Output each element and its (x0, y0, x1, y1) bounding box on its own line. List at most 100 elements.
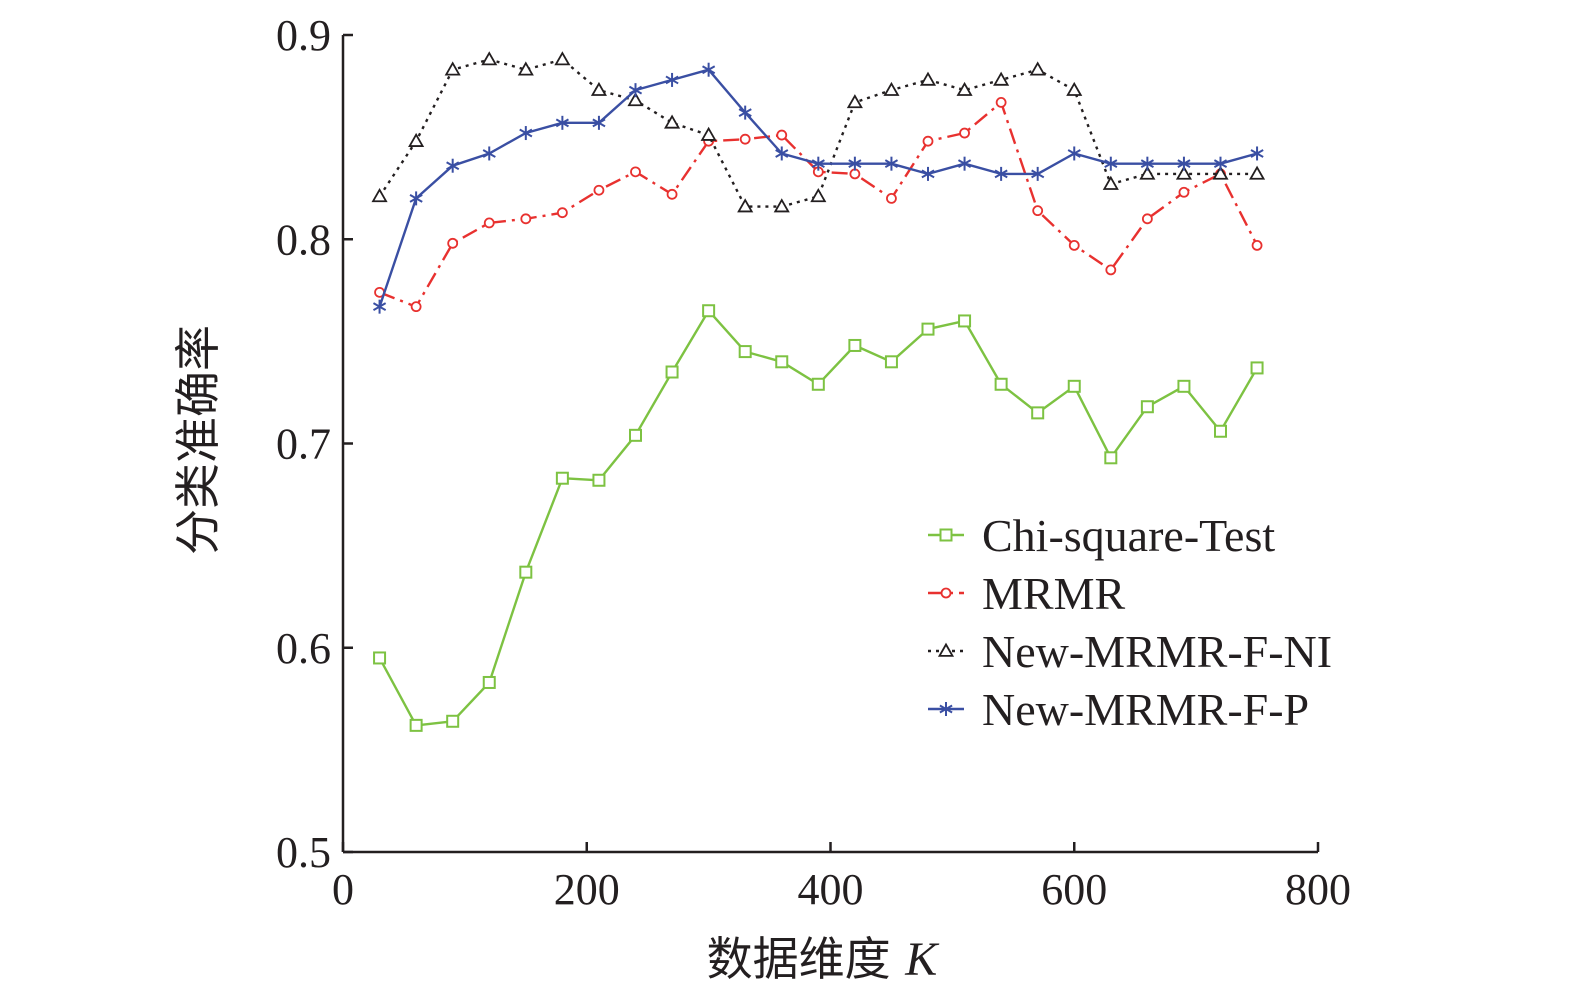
new-mrmr-f-p-marker-stroke (957, 159, 972, 169)
new-mrmr-f-p-marker-stroke (1067, 149, 1081, 158)
legend-label: MRMR (982, 568, 1125, 619)
series-chi-square-test (373, 304, 1264, 732)
new-mrmr-f-p-marker (519, 126, 533, 141)
new-mrmr-f-ni-marker (627, 92, 644, 107)
new-mrmr-f-ni-marker (590, 81, 607, 96)
new-mrmr-f-p-marker (1067, 146, 1081, 161)
mrmr-marker (739, 133, 751, 145)
new-mrmr-f-p-marker-stroke (519, 128, 533, 138)
new-mrmr-f-ni-marker (846, 94, 863, 109)
y-tick-label: 0.6 (276, 624, 331, 673)
new-mrmr-f-p-marker-stroke (884, 159, 899, 169)
chi-square-test-marker (884, 355, 898, 369)
new-mrmr-f-ni-marker (664, 114, 681, 129)
mrmr-marker (1178, 186, 1190, 198)
legend-item-chi-square-test: Chi-square-Test (928, 510, 1275, 561)
legend-label: New-MRMR-F-NI (982, 626, 1332, 677)
legend-mrmr-marker (940, 587, 952, 599)
y-tick-label: 0.7 (276, 420, 331, 469)
mrmr-marker (959, 127, 970, 139)
chi-square-test-marker (555, 471, 569, 485)
legend-item-new-mrmr-f-p: New-MRMR-F-P (928, 684, 1309, 735)
new-mrmr-f-p-marker-stroke (482, 149, 496, 158)
chi-square-test-marker (775, 355, 789, 369)
new-mrmr-f-p-marker-stroke (1104, 159, 1118, 169)
chi-square-test-marker (1104, 451, 1118, 465)
new-mrmr-f-p-marker-stroke (1031, 169, 1045, 179)
x-tick-label: 0 (332, 865, 354, 914)
series-layer (371, 51, 1266, 732)
new-mrmr-f-p-marker (446, 158, 460, 173)
new-mrmr-f-p-marker (1031, 166, 1045, 181)
x-tick-label: 600 (1041, 865, 1107, 914)
new-mrmr-f-p-marker (1250, 146, 1264, 161)
mrmr-marker (1105, 264, 1117, 276)
new-mrmr-f-ni-marker (737, 198, 754, 213)
new-mrmr-f-ni-marker (1066, 81, 1083, 96)
chi-square-test-marker (1177, 379, 1191, 393)
new-mrmr-f-p-marker-stroke (409, 194, 423, 203)
chi-square-test-marker (738, 345, 752, 359)
new-mrmr-f-p-marker (994, 166, 1008, 181)
chi-square-test-marker (446, 714, 460, 728)
new-mrmr-f-p-marker-stroke (811, 159, 825, 169)
chi-square-test-marker (921, 322, 935, 336)
new-mrmr-f-p-marker-stroke (921, 169, 935, 179)
new-mrmr-f-ni-line (378, 58, 1258, 208)
new-mrmr-f-ni-marker (1175, 165, 1192, 180)
x-axis-title-variable: K (904, 933, 940, 986)
new-mrmr-f-ni-marker (883, 81, 900, 96)
new-mrmr-f-p-marker (884, 156, 899, 171)
new-mrmr-f-p-marker-stroke (372, 302, 387, 312)
new-mrmr-f-ni-marker (554, 51, 571, 66)
new-mrmr-f-p-marker-stroke (446, 161, 460, 171)
new-mrmr-f-p-marker (811, 156, 825, 171)
mrmr-marker (666, 188, 678, 200)
chi-square-test-marker (373, 651, 387, 665)
new-mrmr-f-ni-marker (408, 132, 425, 147)
mrmr-marker (410, 301, 422, 313)
legend-item-mrmr: MRMR (928, 568, 1125, 619)
x-tick-label: 200 (554, 865, 620, 914)
mrmr-marker (776, 129, 788, 141)
chi-square-test-marker (409, 718, 423, 732)
mrmr-marker (1032, 205, 1044, 217)
new-mrmr-f-ni-marker (810, 188, 827, 203)
series-mrmr (374, 97, 1263, 313)
new-mrmr-f-ni-marker (1139, 165, 1156, 180)
mrmr-marker (1068, 239, 1080, 251)
chi-square-test-marker (1250, 361, 1264, 375)
new-mrmr-f-ni-marker (700, 126, 717, 141)
new-mrmr-f-p-marker-stroke (592, 118, 606, 128)
mrmr-line (379, 101, 1259, 308)
new-mrmr-f-ni-marker (993, 71, 1010, 86)
new-mrmr-f-p-marker (957, 156, 972, 171)
chi-square-test-marker (665, 365, 679, 379)
new-mrmr-f-p-marker (628, 83, 643, 98)
new-mrmr-f-p-marker (738, 105, 752, 120)
new-mrmr-f-p-marker (702, 62, 716, 77)
new-mrmr-f-p-marker-stroke (738, 108, 752, 117)
x-axis-title-gap (891, 932, 906, 986)
new-mrmr-f-p-marker-stroke (1213, 159, 1228, 169)
x-tick-label: 800 (1285, 865, 1351, 914)
new-mrmr-f-ni-marker (444, 61, 461, 76)
chi-square-test-marker (958, 314, 972, 328)
new-mrmr-f-p-marker (848, 156, 862, 171)
chi-square-test-marker (811, 377, 825, 391)
legend: Chi-square-Test MRMR New-MRMR-F-NI New-MRMR… (928, 510, 1332, 735)
new-mrmr-f-p-marker (1177, 156, 1191, 171)
new-mrmr-f-p-marker (482, 146, 496, 161)
y-tick-label: 0.8 (276, 215, 331, 264)
chi-square-test-marker (994, 377, 1008, 391)
new-mrmr-f-ni-marker (1249, 165, 1266, 180)
y-axis-title: 分类准确率 (171, 325, 225, 555)
mrmr-marker (922, 135, 934, 147)
new-mrmr-f-p-marker-stroke (555, 118, 569, 128)
mrmr-marker (630, 166, 641, 178)
legend-label: Chi-square-Test (982, 510, 1275, 561)
new-mrmr-f-p-marker-stroke (1140, 159, 1154, 169)
mrmr-marker (556, 207, 568, 219)
mrmr-marker (849, 168, 861, 180)
